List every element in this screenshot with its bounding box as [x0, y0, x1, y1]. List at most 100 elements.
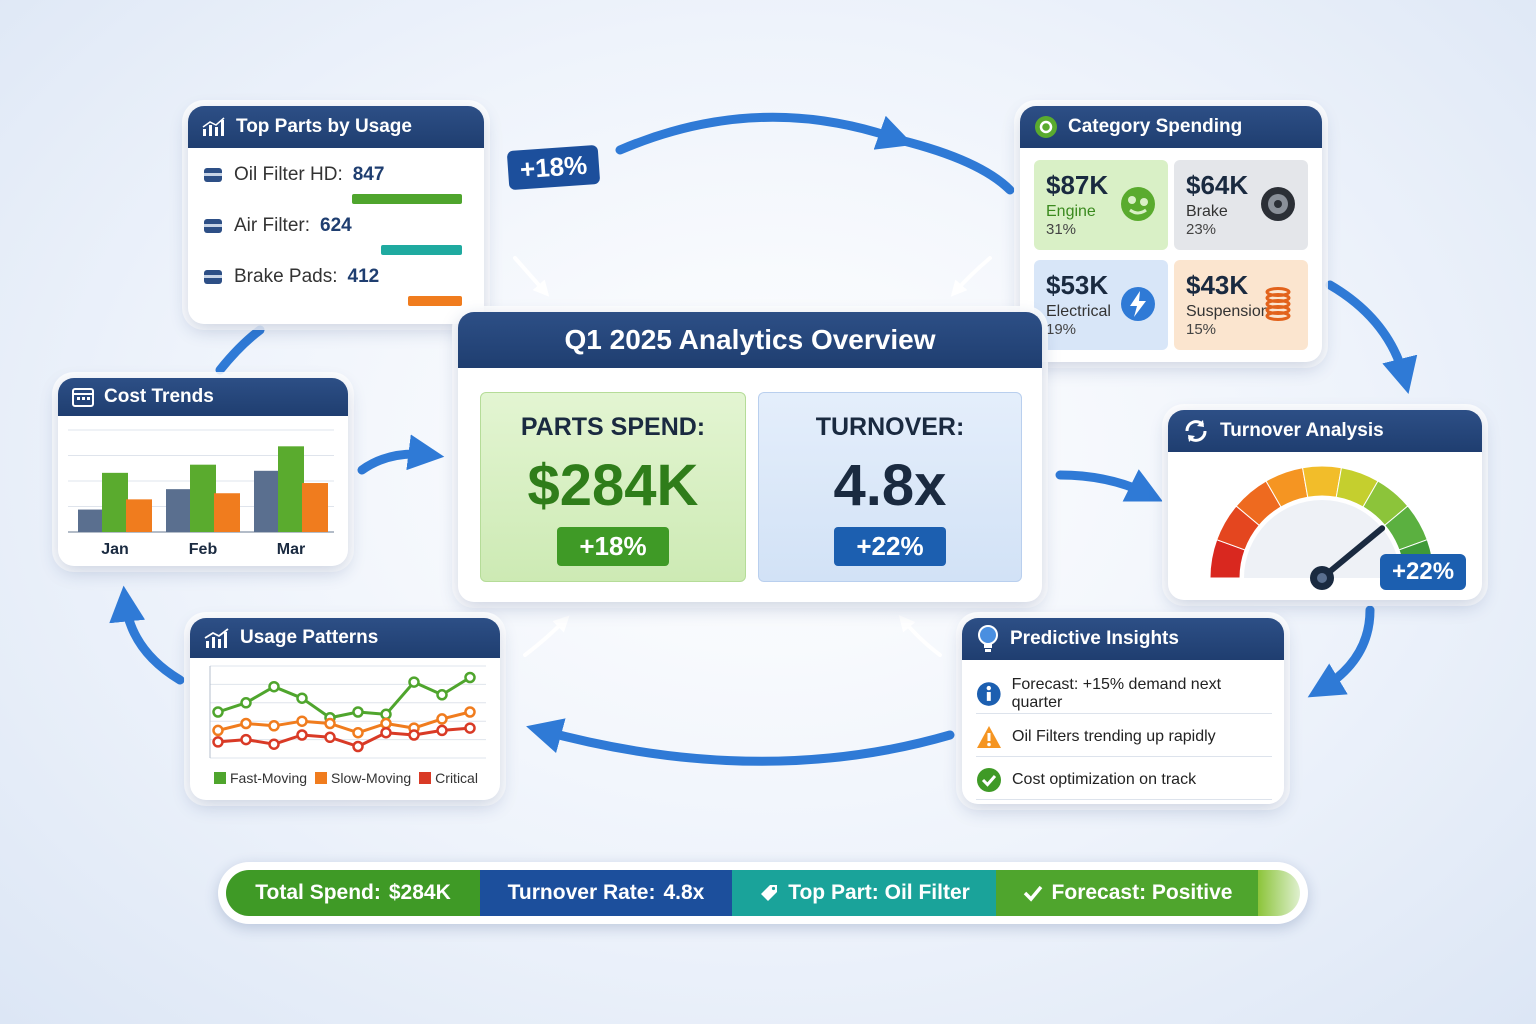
insight-text: Oil Filters trending up rapidly — [1012, 727, 1216, 745]
part-row: Oil Filter HD: 847 — [202, 164, 384, 186]
category-tile-engine[interactable]: $87K Engine 31% — [1034, 160, 1168, 250]
turnover-analysis-header: Turnover Analysis — [1168, 410, 1482, 452]
usage-point — [464, 671, 476, 684]
cost-bar — [214, 493, 240, 532]
category-spending-title: Category Spending — [1068, 116, 1243, 137]
brake-pad-icon — [204, 270, 222, 284]
usage-point — [296, 715, 308, 727]
category-name: Engine — [1046, 203, 1096, 220]
usage-point — [464, 706, 476, 718]
legend-item: Critical — [419, 770, 478, 786]
usage-point — [212, 736, 224, 748]
usage-point — [408, 729, 420, 741]
part-label: Air Filter: — [234, 215, 310, 236]
status-value: 4.8x — [663, 881, 705, 904]
usage-point — [380, 708, 392, 721]
arrow-white-2 — [950, 256, 992, 297]
gauge-needle — [1319, 525, 1386, 581]
cost-bar — [126, 499, 152, 532]
arrow-top-right — [895, 135, 1015, 195]
status-bar: Total Spend: $284K Turnover Rate: 4.8x Top P… — [218, 862, 1308, 924]
usage-point — [436, 689, 448, 701]
status-value: $284K — [388, 881, 451, 904]
insight-text: Forecast: +15% demand next quarter — [1011, 675, 1222, 711]
part-row: Air Filter: 624 — [202, 215, 352, 237]
part-value: 412 — [347, 266, 380, 287]
turnover-panel: TURNOVER: 4.8x +22% — [758, 392, 1022, 582]
cost-bar — [166, 489, 192, 532]
arrow-left-up — [109, 585, 185, 685]
usage-point — [268, 738, 280, 750]
category-name: Brake — [1186, 203, 1228, 220]
part-value: 624 — [320, 215, 352, 236]
insight-text: Cost optimization on track — [1012, 770, 1197, 788]
cost-trends-header: Cost Trends — [58, 378, 348, 416]
arrow-right-lower — [1307, 605, 1375, 698]
usage-point — [352, 726, 364, 739]
category-name: Electrical — [1046, 303, 1111, 320]
category-tile-brake[interactable]: $64K Brake 23% — [1174, 160, 1308, 250]
usage-point — [240, 733, 252, 746]
usage-point — [436, 724, 448, 737]
predictive-insights-card: Predictive Insights Forecast: +15% deman… — [962, 618, 1284, 804]
arrow-to-center — [357, 434, 445, 475]
bar-chart-icon — [202, 117, 225, 136]
status-bar-end — [1258, 870, 1300, 916]
turnover-analysis-title: Turnover Analysis — [1220, 420, 1384, 441]
category-percent: 31% — [1046, 221, 1077, 238]
cost-tick-label: Mar — [277, 541, 305, 558]
category-spending-header: Category Spending — [1020, 106, 1322, 148]
cost-tick-label: Jan — [101, 541, 129, 558]
arrow-bottom — [526, 718, 955, 766]
air-filter-icon — [204, 219, 222, 233]
usage-point — [408, 676, 420, 688]
usage-point — [296, 692, 308, 704]
top-parts-card: Top Parts by Usage Oil Filter HD: 847 Air … — [188, 106, 484, 324]
category-amount: $53K — [1046, 270, 1109, 300]
arrow-right-down — [1325, 280, 1418, 394]
turnover-analysis-card: Turnover Analysis +22% — [1168, 410, 1482, 600]
arrow-white-4 — [898, 615, 942, 657]
calendar-icon — [72, 388, 94, 407]
cost-bar — [190, 464, 216, 532]
legend-item: Slow-Moving — [315, 770, 411, 786]
cost-trends-title: Cost Trends — [104, 386, 214, 407]
turnover-change: +22% — [834, 527, 946, 566]
usage-patterns-header: Usage Patterns — [190, 618, 500, 658]
growth-badge: +18% — [506, 144, 601, 191]
usage-point — [268, 680, 280, 693]
part-label: Brake Pads: — [234, 266, 338, 287]
gauge-hub-center — [1317, 573, 1327, 583]
part-row: Brake Pads: 412 — [202, 266, 379, 288]
category-name: Suspension — [1186, 303, 1270, 320]
category-percent: 23% — [1186, 221, 1217, 238]
usage-point — [380, 726, 392, 739]
legend-swatch — [214, 772, 226, 784]
cost-bar — [302, 483, 328, 532]
category-tile-electrical[interactable]: $53K Electrical 19% — [1034, 260, 1168, 350]
legend-swatch — [315, 772, 328, 784]
engine-gear-icon — [1121, 187, 1155, 221]
category-tile-suspension[interactable]: $43K Suspension 15% — [1174, 260, 1308, 350]
predictive-insights-header: Predictive Insights — [962, 618, 1284, 660]
usage-series-line — [217, 676, 471, 720]
overview-header: Q1 2025 Analytics Overview — [458, 312, 1042, 368]
tag-icon — [761, 885, 778, 901]
part-value: 847 — [352, 164, 385, 185]
category-amount: $87K — [1046, 170, 1109, 200]
status-label: Total Spend: — [255, 881, 381, 904]
turnover-label: TURNOVER: — [815, 413, 965, 441]
parts-spend-panel: PARTS SPEND: $284K +18% — [480, 392, 746, 582]
turnover-gauge — [1209, 465, 1435, 590]
status-segment: Total Spend: $284K — [226, 870, 480, 916]
status-segment: Top Part: Oil Filter — [732, 870, 996, 916]
brake-disc-icon — [1261, 187, 1295, 221]
lightning-icon — [1121, 287, 1155, 321]
usage-point — [324, 731, 336, 744]
arrow-white-3 — [523, 615, 570, 657]
arrow-white-1 — [513, 256, 550, 297]
status-label: Top Part: Oil Filter — [788, 881, 970, 904]
usage-series-line — [217, 726, 471, 748]
lightbulb-icon — [978, 625, 998, 652]
